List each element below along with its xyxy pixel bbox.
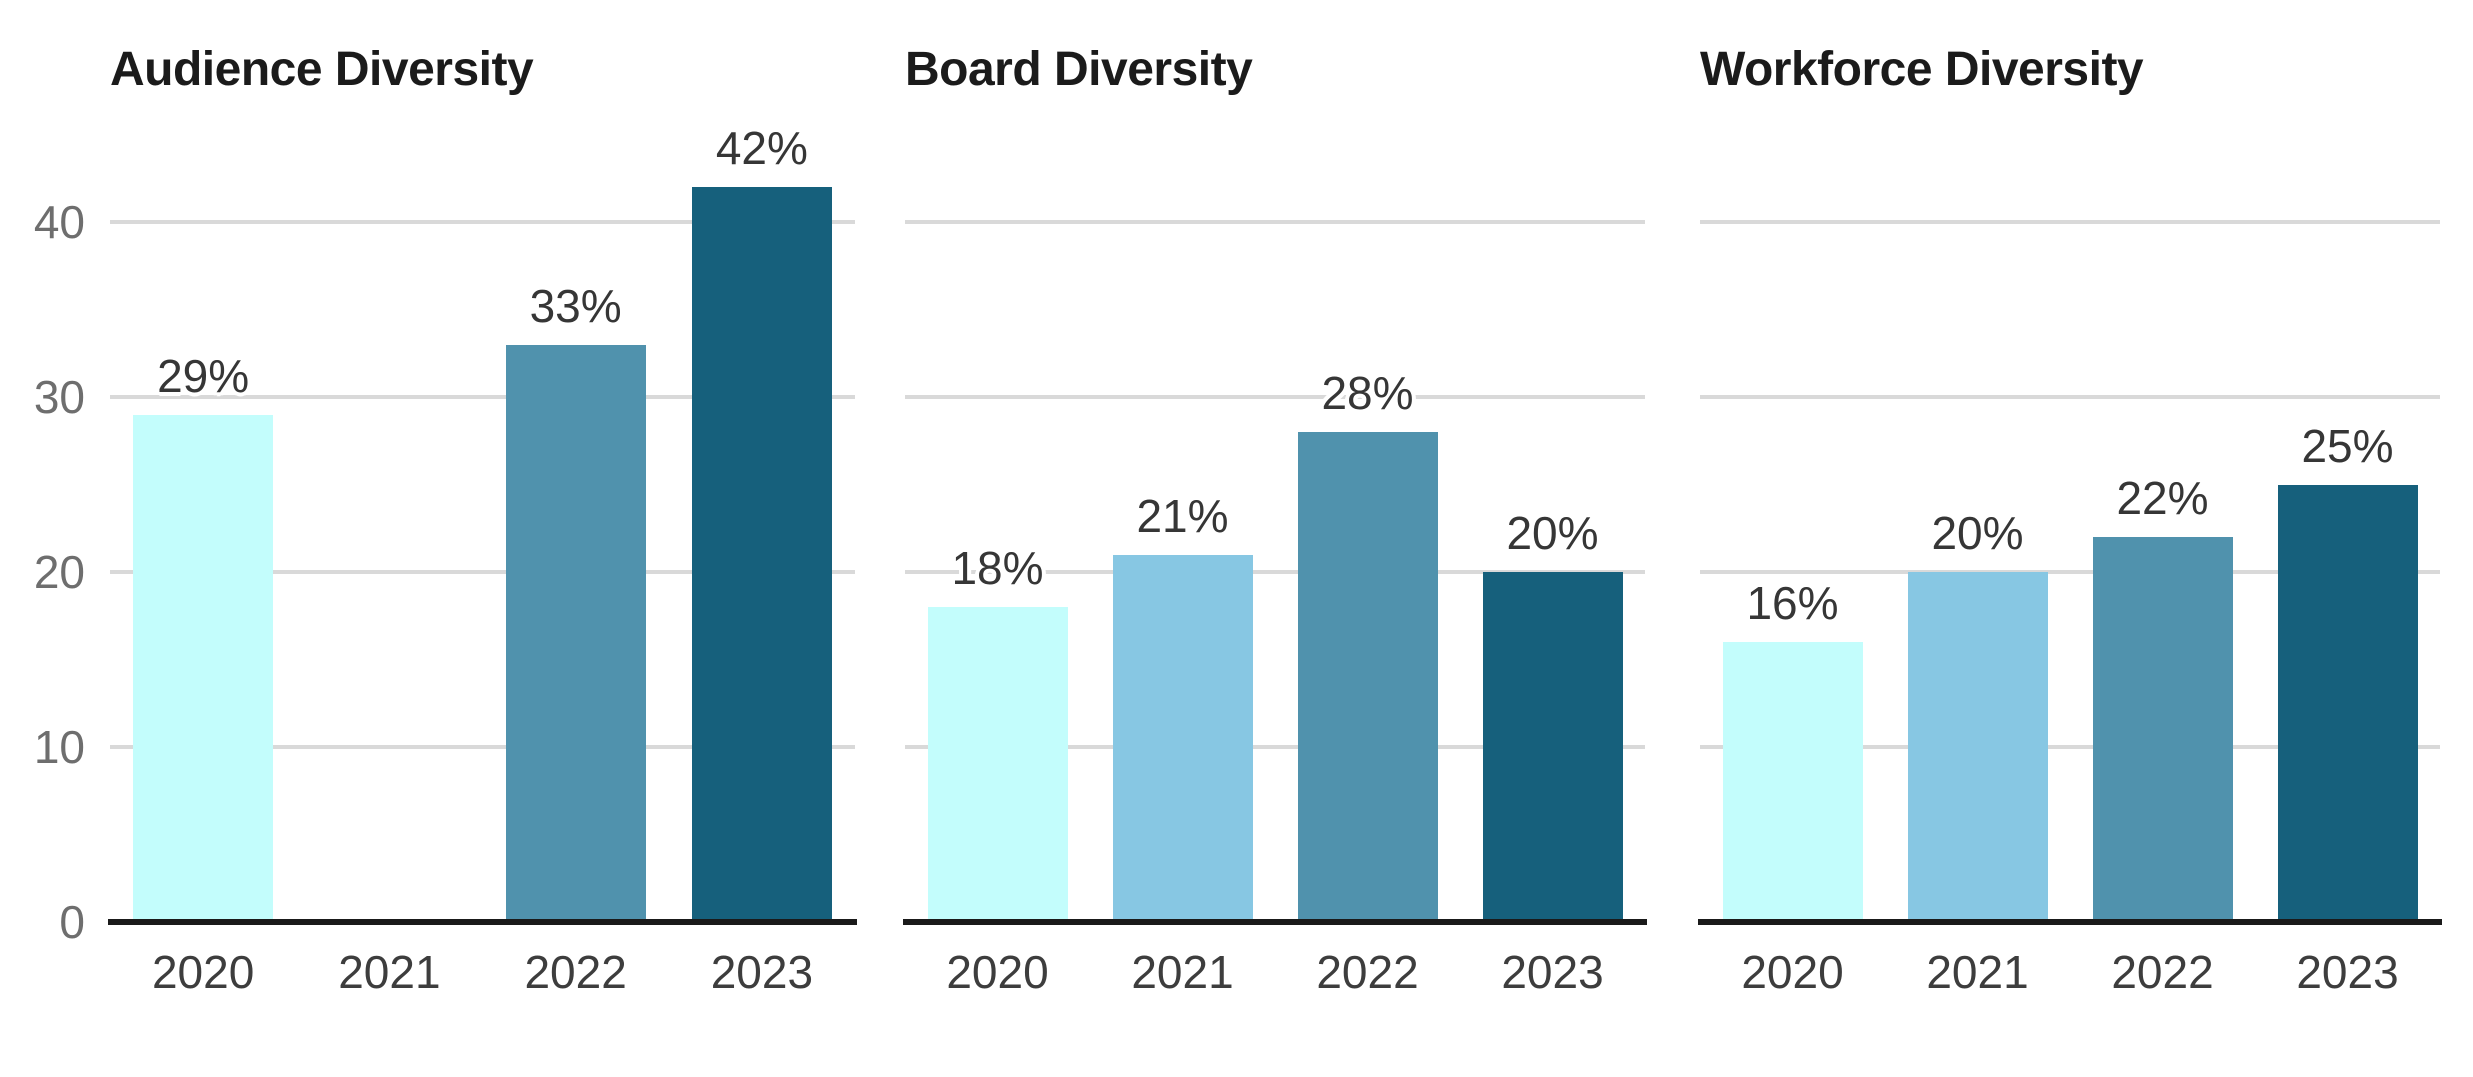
y-axis-tick-label-20: 20	[33, 546, 85, 598]
chart-title-workforce-diversity: Workforce Diversity	[1700, 43, 2144, 96]
bar-2020	[927, 607, 1068, 922]
gridline-40	[905, 220, 1645, 224]
bar-2022	[505, 344, 646, 922]
y-axis-tick-label-0: 0	[59, 896, 85, 948]
x-axis-tick-label-2023: 2023	[2296, 946, 2399, 998]
chart-title-audience-diversity: Audience Diversity	[110, 43, 534, 96]
gridline-30	[110, 395, 855, 399]
bar-2020	[133, 414, 274, 922]
bar-2021	[1112, 554, 1253, 922]
x-axis-tick-label-2021: 2021	[338, 946, 441, 998]
x-axis-tick-label-2023: 2023	[1501, 946, 1604, 998]
x-axis-tick-label-2022: 2022	[2111, 946, 2214, 998]
x-axis-tick-label-2023: 2023	[710, 946, 814, 998]
x-axis-tick-label-2020: 2020	[1741, 946, 1844, 998]
gridline-20	[110, 570, 855, 574]
chart-title-board-diversity: Board Diversity	[905, 43, 1253, 96]
x-axis-line	[903, 919, 1647, 925]
bar-value-label-2023: 25%	[2301, 419, 2394, 472]
bar-value-label-2022: 33%	[529, 279, 622, 332]
gridline-20	[1700, 570, 2440, 574]
gridline-10	[1700, 745, 2440, 749]
gridline-20	[905, 570, 1645, 574]
gridline-10	[110, 745, 855, 749]
x-axis-tick-label-2021: 2021	[1926, 946, 2029, 998]
bar-2023	[2277, 484, 2418, 922]
bar-2022	[2092, 537, 2233, 922]
x-axis-tick-label-2021: 2021	[1131, 946, 1234, 998]
gridline-10	[905, 745, 1645, 749]
bar-2021	[1907, 572, 2048, 922]
bar-value-label-2020: 29%	[157, 349, 250, 402]
bar-value-label-2020: 18%	[951, 542, 1044, 594]
bar-value-label-2022: 28%	[1321, 367, 1414, 419]
gridline-30	[905, 395, 1645, 399]
x-axis-line	[108, 919, 857, 925]
y-axis-tick-label-40: 40	[33, 196, 85, 248]
bar-value-label-2023: 20%	[1506, 507, 1599, 559]
plot-area-board-diversity: 18% 2020 21% 2021 28% 2022 20% 2023	[903, 135, 1647, 998]
gridline-40	[110, 220, 855, 224]
plot-area-workforce-diversity: 16% 2020 20% 2021 22% 2022 25% 2023	[1698, 135, 2442, 998]
bar-value-label-2022: 22%	[2116, 472, 2209, 524]
bar-value-label-2021: 20%	[1931, 507, 2024, 559]
gridline-30	[1700, 395, 2440, 399]
bar-value-label-2023: 42%	[715, 122, 808, 174]
bar-2023	[1482, 572, 1623, 922]
bar-2023	[691, 187, 832, 922]
gridline-40	[1700, 220, 2440, 224]
plot-area-audience-diversity: 0 10 20 30 40 29% 2020 2021 33% 2022 42% 2023	[34, 123, 857, 998]
y-axis-tick-label-30: 30	[33, 371, 85, 423]
x-axis-tick-label-2020: 2020	[946, 946, 1049, 998]
bar-value-label-2020: 16%	[1746, 577, 1839, 629]
bar-value-label-2021: 21%	[1136, 489, 1229, 542]
x-axis-tick-label-2022: 2022	[1316, 946, 1419, 998]
x-axis-tick-label-2022: 2022	[524, 946, 627, 998]
x-axis-tick-label-2020: 2020	[151, 946, 255, 998]
bar-2020	[1722, 642, 1863, 922]
bar-2022	[1297, 432, 1438, 922]
y-axis-tick-label-10: 10	[33, 721, 85, 773]
x-axis-line	[1698, 919, 2442, 925]
